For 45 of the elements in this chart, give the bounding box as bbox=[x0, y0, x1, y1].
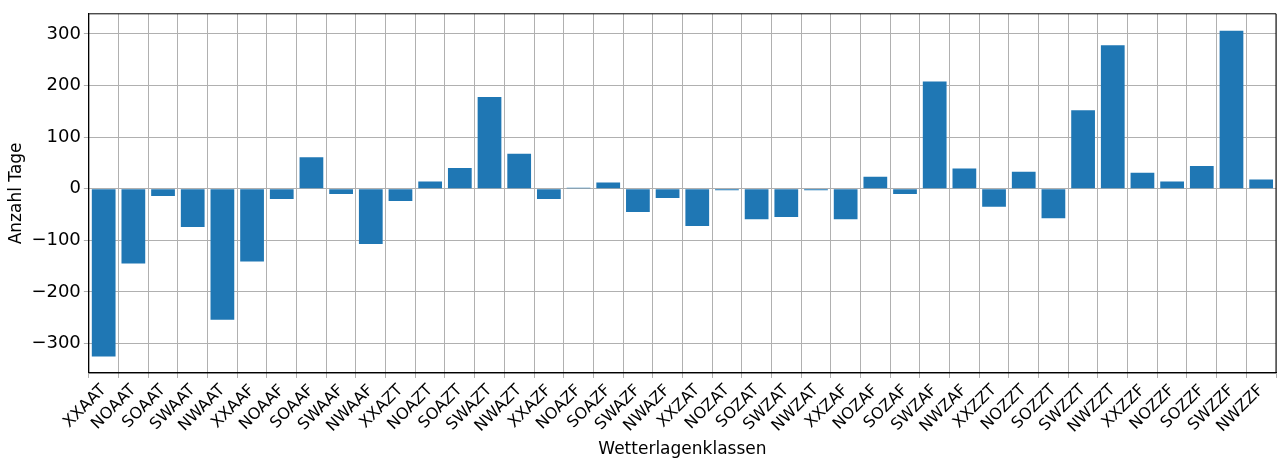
bar bbox=[447, 168, 472, 189]
bar bbox=[388, 189, 413, 202]
bar bbox=[744, 189, 769, 220]
bar bbox=[299, 157, 324, 189]
bar bbox=[1160, 181, 1184, 189]
bar bbox=[1130, 172, 1155, 189]
bar bbox=[1189, 166, 1214, 189]
bar bbox=[1100, 45, 1125, 189]
bar bbox=[1219, 30, 1244, 189]
bar bbox=[774, 189, 799, 218]
bar bbox=[180, 189, 205, 227]
bar bbox=[922, 81, 947, 189]
bar bbox=[269, 189, 294, 200]
y-tick-label: −200 bbox=[31, 279, 81, 301]
bar bbox=[358, 189, 383, 244]
bar bbox=[329, 189, 353, 194]
y-tick-label: −100 bbox=[31, 228, 81, 250]
bar bbox=[210, 189, 235, 320]
bar bbox=[685, 189, 710, 226]
y-axis-title: Anzahl Tage bbox=[4, 142, 25, 245]
bar bbox=[536, 189, 561, 200]
bar bbox=[1071, 110, 1095, 189]
bar bbox=[1041, 189, 1066, 219]
bar bbox=[863, 176, 888, 189]
bar bbox=[121, 189, 146, 264]
y-tick-label: 0 bbox=[69, 176, 81, 198]
bar bbox=[477, 96, 502, 189]
y-tick-label: 300 bbox=[46, 21, 81, 43]
bar bbox=[507, 153, 532, 189]
bar bbox=[418, 181, 443, 189]
bar bbox=[893, 189, 917, 194]
bar bbox=[1249, 179, 1274, 189]
bar bbox=[240, 189, 264, 262]
y-tick-label: 100 bbox=[46, 124, 81, 146]
bar bbox=[151, 189, 175, 196]
x-axis-title: Wetterlagenklassen bbox=[598, 438, 767, 459]
bar bbox=[982, 189, 1006, 207]
y-tick-label: −300 bbox=[31, 331, 81, 353]
bar bbox=[91, 189, 116, 357]
bar bbox=[1011, 171, 1036, 189]
bar bbox=[952, 168, 977, 189]
bar bbox=[833, 189, 858, 220]
bar bbox=[655, 189, 680, 199]
bar bbox=[626, 189, 650, 212]
y-tick-label: 200 bbox=[46, 73, 81, 95]
